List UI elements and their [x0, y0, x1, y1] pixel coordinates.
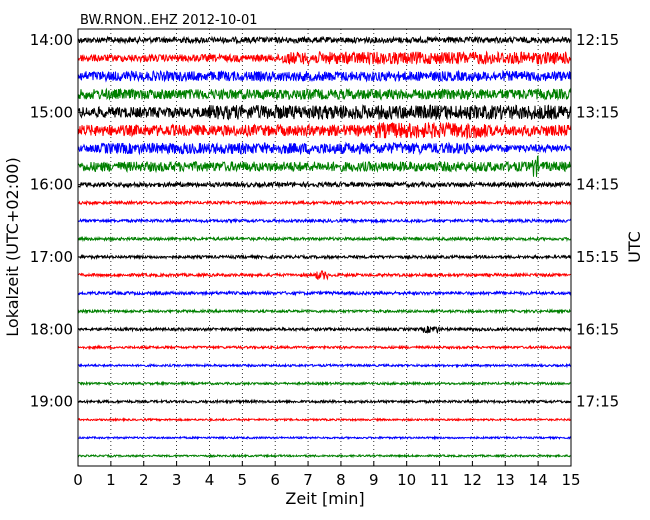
trace-line — [77, 199, 572, 206]
x-tick-label: 5 — [238, 471, 248, 489]
trace-line — [77, 217, 572, 225]
y-right-tick-label: 17:15 — [576, 393, 619, 411]
trace-line — [77, 344, 572, 351]
y-left-tick-label: 17:00 — [30, 248, 73, 266]
chart-title: BW.RNON..EHZ 2012-10-01 — [80, 13, 258, 28]
x-tick-label: 13 — [496, 471, 515, 489]
trace-line — [77, 308, 572, 315]
y-axis-left-ticks: 14:00 15:00 16:00 17:00 18:00 19:00 — [30, 31, 83, 411]
x-tick-label: 1 — [106, 471, 116, 489]
y-axis-right-ticks: 12:15 13:15 14:15 15:15 16:15 17:15 — [566, 31, 619, 411]
x-tick-label: 9 — [369, 471, 379, 489]
seismogram-traces — [77, 35, 572, 459]
trace-line — [77, 69, 572, 83]
x-tick-label: 3 — [172, 471, 182, 489]
trace-line — [77, 141, 572, 156]
y-left-tick-label: 15:00 — [30, 103, 73, 121]
trace-line — [77, 87, 572, 101]
x-tick-label: 8 — [336, 471, 346, 489]
x-tick-label: 7 — [303, 471, 313, 489]
trace-line — [77, 235, 572, 243]
y-axis-right-label: UTC — [625, 231, 644, 263]
trace-line — [77, 398, 572, 405]
y-right-tick-label: 16:15 — [576, 320, 619, 338]
x-axis-ticks: 0 1 2 3 4 5 6 7 8 9 10 11 12 13 14 15 — [73, 461, 581, 489]
x-tick-label: 12 — [463, 471, 482, 489]
y-axis-left-label: Lokalzeit (UTC+02:00) — [3, 157, 22, 336]
trace-line — [77, 435, 572, 441]
x-tick-label: 4 — [205, 471, 215, 489]
trace-line — [77, 154, 572, 177]
trace-line — [77, 122, 572, 140]
y-left-tick-label: 18:00 — [30, 320, 73, 338]
y-left-tick-label: 19:00 — [30, 393, 73, 411]
y-right-tick-label: 14:15 — [576, 176, 619, 194]
x-tick-label: 0 — [73, 471, 83, 489]
x-axis-label: Zeit [min] — [285, 489, 364, 508]
y-right-tick-label: 12:15 — [576, 31, 619, 49]
trace-line — [77, 289, 572, 297]
trace-line — [77, 50, 572, 66]
trace-line — [77, 380, 572, 387]
y-left-tick-label: 16:00 — [30, 176, 73, 194]
trace-line — [77, 104, 572, 121]
x-tick-label: 14 — [529, 471, 548, 489]
x-tick-label: 15 — [561, 471, 580, 489]
trace-line — [77, 453, 572, 459]
trace-line — [77, 270, 572, 281]
plot-frame — [77, 28, 572, 467]
trace-line — [77, 325, 572, 335]
x-tick-label: 11 — [430, 471, 449, 489]
trace-line — [77, 180, 572, 189]
y-right-tick-label: 15:15 — [576, 248, 619, 266]
trace-line — [77, 35, 572, 45]
x-tick-label: 6 — [270, 471, 280, 489]
x-tick-label: 10 — [397, 471, 416, 489]
trace-line — [77, 417, 572, 423]
x-tick-label: 2 — [139, 471, 149, 489]
trace-line — [77, 362, 572, 369]
y-right-tick-label: 13:15 — [576, 103, 619, 121]
vertical-grid — [110, 29, 539, 466]
trace-line — [77, 253, 572, 261]
y-left-tick-label: 14:00 — [30, 31, 73, 49]
